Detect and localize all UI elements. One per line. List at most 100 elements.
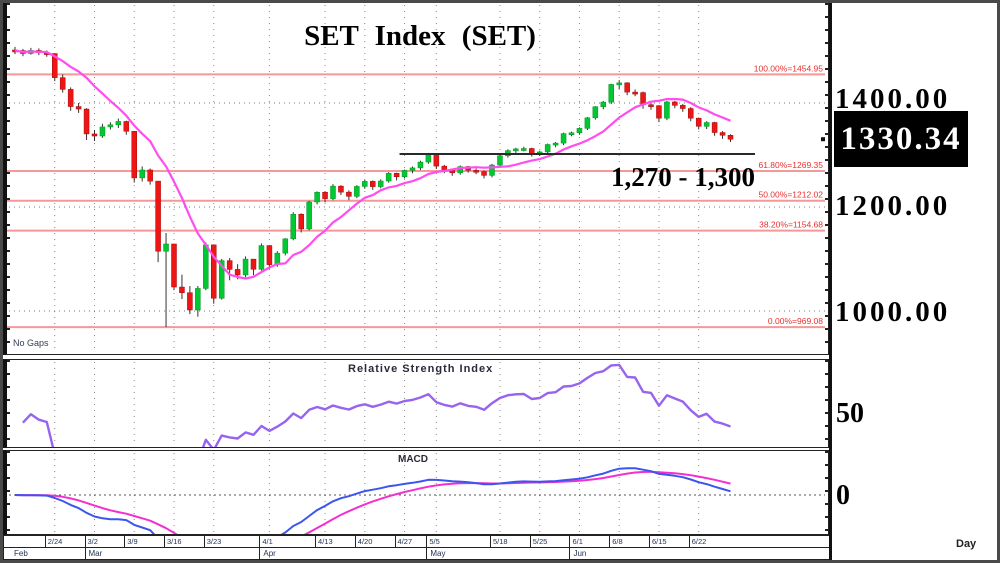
candle-body (393, 173, 400, 177)
month-label: Jun (573, 549, 587, 558)
candle-body (521, 148, 527, 151)
date-label: 3/2 (87, 537, 98, 546)
candle-body (632, 91, 638, 95)
date-label: 3/16 (167, 537, 182, 546)
support-range-annotation: 1,270 - 1,300 (611, 162, 755, 192)
date-label: 3/9 (127, 537, 138, 546)
month-label: Feb (14, 549, 28, 558)
candle-body (529, 148, 535, 154)
page-title: SET Index (SET) (304, 20, 536, 52)
date-tick (124, 536, 126, 548)
macd-panel[interactable] (3, 450, 829, 535)
month-separator (84, 548, 86, 563)
date-label: 6/8 (612, 537, 623, 546)
rsi-panel[interactable] (3, 359, 829, 448)
candle-body (147, 169, 153, 182)
candle-body (409, 167, 416, 171)
month-separator (259, 548, 261, 563)
month-separator (569, 548, 571, 563)
candle-body (385, 173, 392, 182)
candlestick-chart[interactable]: 100.00%=1454.95 61.80%=1269.35 50.00%=1212… (7, 3, 827, 354)
current-price-box: 1330.34 (834, 111, 968, 167)
candle-body (218, 260, 225, 299)
candle-body (107, 124, 114, 128)
price-chart-panel[interactable]: 100.00%=1454.95 61.80%=1269.35 50.00%=1212… (3, 2, 829, 355)
candle-body (179, 286, 185, 293)
x-axis-dates-row: 2/24 3/2 3/9 3/16 3/23 4/1 4/13 4/20 4/27 5/5 5/18… (4, 536, 831, 548)
macd-signal-line (14, 470, 731, 534)
x-axis-strip[interactable]: 2/24 3/2 3/9 3/16 3/23 4/1 4/13 4/20 4/27 5/5 5/18… (3, 535, 832, 563)
candle-body (664, 101, 670, 119)
candle-body (330, 185, 336, 199)
y-axis-label-1200: 1200.00 (835, 190, 951, 222)
rsi-line (22, 363, 731, 447)
date-tick (569, 536, 571, 548)
date-tick (164, 536, 165, 548)
date-tick (259, 536, 261, 548)
candle-body (226, 260, 233, 270)
date-tick (609, 536, 611, 548)
candle-body (600, 101, 607, 107)
date-tick (489, 536, 491, 548)
candle-body (433, 153, 440, 167)
candle-body (338, 185, 344, 193)
date-tick (529, 536, 531, 548)
candle-body (513, 148, 519, 152)
candle-body (362, 181, 368, 187)
candle-body (560, 133, 567, 144)
candle-body (544, 144, 551, 153)
y-axis-label-1000: 1000.00 (835, 296, 951, 328)
fib-label: 100.00%=1454.95 (754, 63, 824, 73)
date-tick (203, 536, 205, 548)
candles[interactable] (12, 46, 734, 328)
candle-body (131, 131, 137, 179)
candle-body (417, 161, 424, 169)
month-separator (426, 548, 428, 563)
candle-body (481, 171, 487, 176)
fib-label: 61.80%=1269.35 (758, 160, 823, 170)
candle-body (234, 269, 241, 276)
date-tick (84, 536, 86, 548)
left-axis-ticks (7, 360, 10, 447)
candle-body (695, 117, 702, 127)
date-tick (426, 536, 428, 548)
candle-body (91, 133, 98, 137)
candle-body (711, 122, 718, 133)
candle-body (314, 191, 320, 203)
candle-body (656, 105, 662, 119)
candle-body (354, 186, 360, 197)
candle-body (99, 126, 106, 137)
candle-body (576, 128, 583, 133)
candle-body (672, 101, 678, 106)
candle-body (258, 245, 265, 270)
candle-body (163, 243, 169, 252)
left-axis-ticks (7, 451, 10, 534)
moving-average-line (14, 49, 731, 280)
candle-body (187, 292, 193, 311)
candle-body (123, 121, 130, 132)
macd-line (14, 467, 731, 534)
candle-body (592, 106, 599, 119)
candle-body (115, 121, 122, 126)
date-tick (648, 536, 650, 548)
date-label: 4/20 (357, 537, 373, 546)
candle-body (282, 238, 289, 254)
date-label: 2/24 (47, 537, 63, 546)
candle-body (242, 258, 249, 276)
rsi-title: Relative Strength Index (348, 363, 494, 375)
candle-body (346, 191, 352, 197)
fib-label: 38.20%=1154.68 (759, 220, 823, 230)
candle-body (306, 201, 312, 230)
candle-body (75, 106, 82, 110)
month-label: Apr (263, 549, 276, 558)
y-axis-label-1400: 1400.00 (835, 83, 951, 115)
rsi-chart (22, 362, 731, 447)
candle-body (195, 288, 201, 311)
candle-body (568, 132, 575, 135)
candle-body (377, 180, 384, 187)
month-label: May (430, 549, 446, 558)
date-tick (394, 536, 396, 548)
current-price-value: 1330.34 (840, 120, 962, 157)
price-axis-separator (829, 0, 832, 563)
last-price-marker (821, 137, 825, 142)
